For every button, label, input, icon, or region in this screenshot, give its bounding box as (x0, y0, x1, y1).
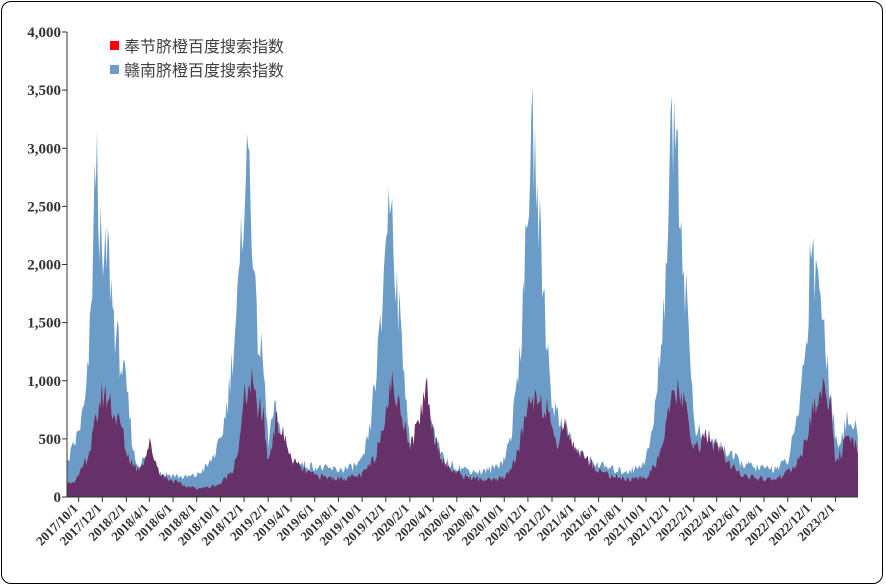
series-overlap-area (67, 367, 858, 497)
series-layer (67, 86, 858, 497)
y-tick-label: 4,000 (27, 25, 61, 41)
y-tick-label: 1,500 (27, 316, 61, 332)
series-area-gannan (67, 86, 858, 497)
y-tick-label: 2,500 (27, 199, 61, 215)
y-tick-label: 2,000 (27, 258, 61, 274)
y-tick-label: 3,000 (27, 141, 61, 157)
legend-swatch-gannan (110, 65, 119, 74)
legend-swatch-fengjie (110, 41, 119, 50)
y-tick-label: 0 (54, 490, 62, 506)
y-tick-label: 3,500 (27, 83, 61, 99)
legend: 奉节脐橙百度搜索指数 赣南脐橙百度搜索指数 (110, 37, 284, 80)
y-tick-label: 1,000 (27, 374, 61, 390)
legend-label-gannan: 赣南脐橙百度搜索指数 (124, 61, 284, 80)
legend-label-fengjie: 奉节脐橙百度搜索指数 (124, 37, 284, 56)
y-tick-label: 500 (39, 432, 62, 448)
